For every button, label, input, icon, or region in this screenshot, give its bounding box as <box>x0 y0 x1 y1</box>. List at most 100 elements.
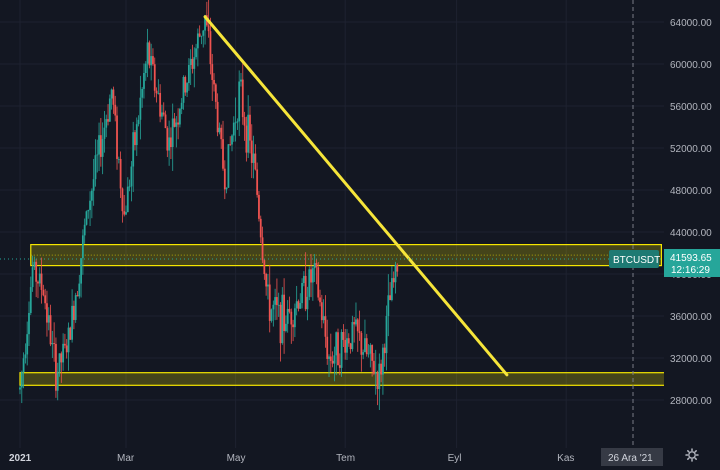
candle[interactable] <box>276 278 278 320</box>
candle[interactable] <box>40 257 43 304</box>
candle[interactable] <box>299 293 302 309</box>
candle[interactable] <box>187 58 190 91</box>
candle[interactable] <box>119 151 122 198</box>
candle[interactable] <box>337 328 339 366</box>
candle[interactable] <box>162 102 165 117</box>
candle[interactable] <box>256 162 259 198</box>
candle[interactable] <box>324 295 327 348</box>
candle[interactable] <box>329 333 332 373</box>
candle[interactable] <box>227 144 230 189</box>
candle[interactable] <box>383 343 386 367</box>
candle[interactable] <box>259 215 262 244</box>
candle[interactable] <box>58 353 61 377</box>
candle[interactable] <box>340 329 343 377</box>
candle[interactable] <box>171 103 174 171</box>
candle[interactable] <box>358 310 361 341</box>
candle[interactable] <box>90 188 93 219</box>
candle[interactable] <box>168 120 171 166</box>
candle[interactable] <box>78 274 81 299</box>
candle[interactable] <box>272 300 275 327</box>
candle[interactable] <box>347 333 350 347</box>
gear-icon[interactable] <box>685 448 699 462</box>
candle[interactable] <box>108 94 111 122</box>
candle[interactable] <box>365 333 368 357</box>
candle[interactable] <box>250 124 253 179</box>
candle[interactable] <box>125 205 127 216</box>
candle[interactable] <box>178 107 181 128</box>
candle[interactable] <box>94 139 97 187</box>
candle[interactable] <box>103 110 106 153</box>
candle[interactable] <box>60 351 63 383</box>
candle[interactable] <box>376 370 379 406</box>
candle[interactable] <box>263 259 266 280</box>
candle[interactable] <box>51 330 54 358</box>
candle[interactable] <box>306 286 309 321</box>
candle[interactable] <box>234 97 237 142</box>
candle[interactable] <box>130 161 133 202</box>
candle[interactable] <box>139 75 142 140</box>
candle[interactable] <box>26 321 29 366</box>
candle[interactable] <box>229 136 232 147</box>
candle[interactable] <box>351 315 354 352</box>
candle[interactable] <box>236 118 239 130</box>
candle[interactable] <box>173 113 176 128</box>
candle[interactable] <box>49 304 52 347</box>
candle[interactable] <box>114 95 117 122</box>
candle[interactable] <box>38 267 41 287</box>
candle[interactable] <box>270 308 273 323</box>
candle[interactable] <box>180 98 183 115</box>
candle[interactable] <box>134 130 136 151</box>
candle[interactable] <box>267 274 269 300</box>
candle[interactable] <box>392 271 395 288</box>
candle[interactable] <box>225 187 228 194</box>
candle[interactable] <box>128 179 131 192</box>
candle[interactable] <box>254 144 257 171</box>
candle[interactable] <box>216 93 219 137</box>
candle[interactable] <box>326 319 329 365</box>
candle[interactable] <box>116 106 118 170</box>
candle[interactable] <box>117 156 120 164</box>
candle[interactable] <box>335 331 338 376</box>
candle[interactable] <box>198 25 201 38</box>
candle[interactable] <box>396 263 399 277</box>
candle[interactable] <box>328 354 330 377</box>
candle[interactable] <box>74 292 77 323</box>
zone-support[interactable] <box>19 372 666 386</box>
candle[interactable] <box>218 122 221 135</box>
candle[interactable] <box>148 40 151 69</box>
candle[interactable] <box>159 84 162 123</box>
candle[interactable] <box>144 61 147 81</box>
candle[interactable] <box>380 359 383 383</box>
candle[interactable] <box>28 301 30 346</box>
trendline-layer[interactable] <box>203 15 509 377</box>
candle[interactable] <box>209 17 212 75</box>
candle[interactable] <box>193 47 196 88</box>
candle[interactable] <box>69 326 72 340</box>
candle[interactable] <box>249 105 251 154</box>
candle[interactable] <box>373 353 375 376</box>
candle[interactable] <box>22 352 25 389</box>
candle[interactable] <box>150 43 153 81</box>
candle[interactable] <box>83 218 86 244</box>
candle[interactable] <box>161 104 163 120</box>
candle[interactable] <box>304 252 307 312</box>
candle[interactable] <box>238 70 241 137</box>
candle[interactable] <box>394 261 397 294</box>
candle[interactable] <box>207 0 210 38</box>
candle[interactable] <box>252 135 255 179</box>
candle[interactable] <box>92 158 95 206</box>
candle[interactable] <box>344 328 347 360</box>
candle[interactable] <box>80 258 82 298</box>
candle[interactable] <box>189 49 192 85</box>
zones[interactable] <box>19 244 666 386</box>
candle[interactable] <box>319 289 321 307</box>
candle[interactable] <box>360 330 363 372</box>
candle[interactable] <box>243 111 246 141</box>
candle[interactable] <box>346 329 348 361</box>
candle[interactable] <box>135 117 138 156</box>
candle[interactable] <box>364 319 366 353</box>
candle[interactable] <box>141 87 144 108</box>
candle[interactable] <box>170 127 172 159</box>
candle[interactable] <box>297 299 300 312</box>
